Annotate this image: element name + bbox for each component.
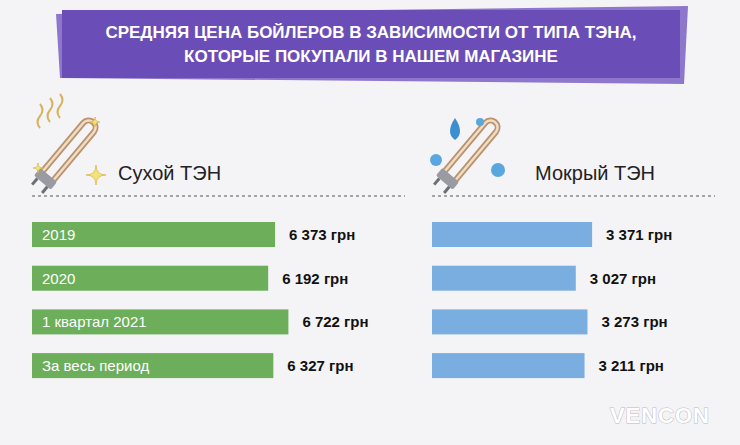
value-label: 3 371 грн	[606, 226, 672, 243]
separator	[432, 196, 715, 197]
panel-title: Мокрый ТЭН	[535, 162, 655, 184]
bar	[432, 266, 576, 291]
panel: Сухой ТЭН 2019 6 373 грн 2020 6 192 грн 1 ква…	[32, 162, 405, 378]
bar	[32, 353, 273, 378]
heater-pin	[41, 186, 48, 194]
bar	[432, 222, 592, 247]
water-bubble	[430, 154, 442, 166]
heater-icon	[431, 115, 504, 196]
title: СРЕДНЯЯ ЦЕНА БОЙЛЕРОВ В ЗАВИСИМОСТИ ОТ Т…	[105, 23, 636, 66]
bar	[432, 309, 587, 334]
brand: VENCON	[610, 403, 710, 428]
title-line: СРЕДНЯЯ ЦЕНА БОЙЛЕРОВ В ЗАВИСИМОСТИ ОТ Т…	[105, 23, 636, 42]
water-bubble	[476, 118, 484, 126]
value-label: 3 027 грн	[590, 270, 656, 287]
separator	[32, 196, 405, 197]
value-label: 6 722 грн	[302, 313, 368, 330]
heater-pin	[433, 177, 440, 185]
panel-title: Сухой ТЭН	[118, 162, 221, 184]
category-label: 1 квартал 2021	[42, 313, 147, 330]
sparkle	[90, 117, 100, 127]
heater-tube	[43, 118, 98, 180]
bar	[32, 222, 275, 247]
heat-wave	[48, 98, 53, 122]
panel: Мокрый ТЭН 3 371 грн 3 027 грн 3 273 грн 3 2…	[432, 162, 715, 378]
heater-pin	[443, 186, 450, 194]
value-label: 3 273 грн	[601, 313, 667, 330]
water-drop	[450, 118, 460, 140]
category-label: За весь период	[42, 357, 149, 374]
bar	[432, 353, 585, 378]
heater-tube-light	[43, 118, 98, 180]
value-label: 6 327 грн	[287, 357, 353, 374]
value-label: 3 211 грн	[599, 357, 664, 374]
banner-shadow	[56, 6, 688, 84]
sparkle	[33, 163, 43, 173]
labels: 3 371 грн 3 027 грн 3 273 грн 3 211 грн	[590, 226, 673, 374]
bar	[32, 266, 268, 291]
background	[0, 0, 740, 445]
banner	[62, 10, 680, 78]
category-label: 2020	[42, 270, 75, 287]
value-label: 6 373 грн	[289, 226, 355, 243]
sparkle	[86, 165, 106, 185]
water-bubble	[491, 163, 505, 177]
bars	[432, 222, 592, 378]
bar	[32, 309, 288, 334]
category-label: 2019	[42, 226, 75, 243]
canvas: СРЕДНЯЯ ЦЕНА БОЙЛЕРОВ В ЗАВИСИМОСТИ ОТ Т…	[0, 0, 740, 445]
heat-wave	[38, 104, 43, 128]
value-label: 6 192 грн	[282, 270, 348, 287]
labels: 2019 6 373 грн 2020 6 192 грн 1 квартал 2021…	[42, 226, 369, 374]
title-line: КОТОРЫЕ ПОКУПАЛИ В НАШЕМ МАГАЗИНЕ	[184, 47, 558, 66]
heater-pin	[31, 177, 38, 185]
bars	[32, 222, 288, 378]
heat-wave	[58, 94, 63, 118]
